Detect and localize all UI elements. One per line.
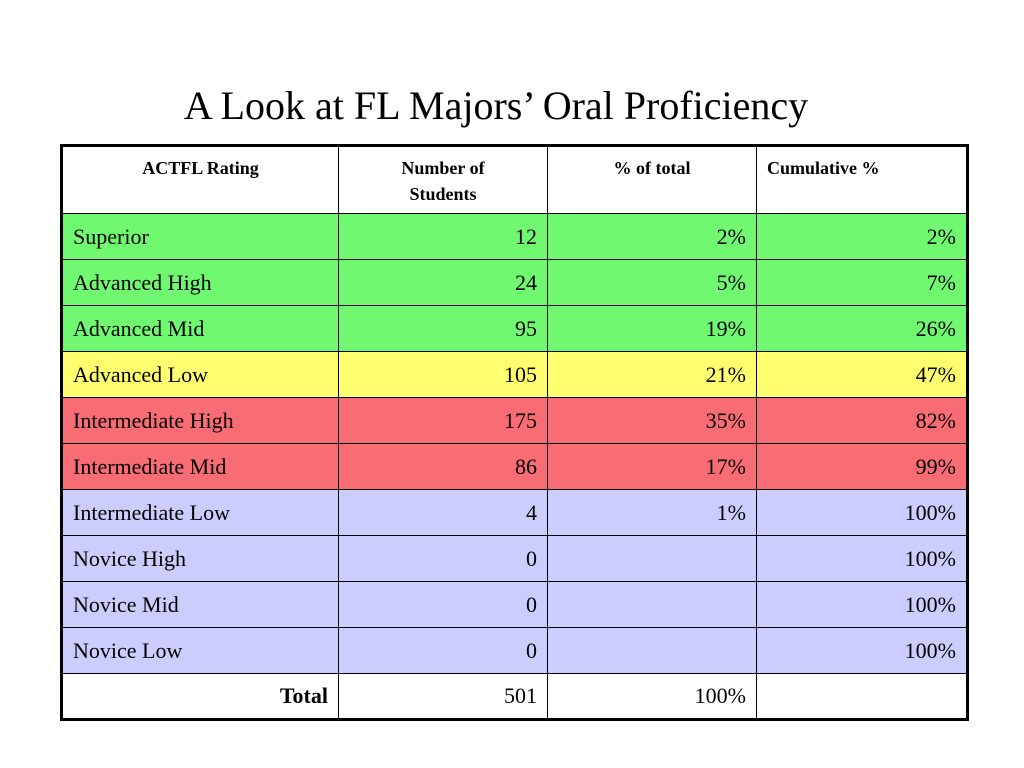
header-students-line1: Number of (401, 158, 485, 178)
cell-rating: Novice Low (61, 627, 339, 674)
cell-students: 12 (338, 213, 548, 260)
header-number-of-students: Number of Students (338, 145, 548, 214)
cell-percent: 19% (547, 305, 757, 352)
cell-cumulative: 99% (756, 443, 968, 490)
cell-rating: Advanced Low (61, 351, 339, 398)
table-row-novice-high: Novice High 0 100% (61, 535, 968, 582)
cell-students: 95 (338, 305, 548, 352)
header-percent-of-total: % of total (547, 145, 757, 214)
cell-cumulative: 47% (756, 351, 968, 398)
cell-students: 4 (338, 489, 548, 536)
table-row-intermediate-high: Intermediate High 175 35% 82% (61, 397, 968, 444)
table-row-intermediate-low: Intermediate Low 4 1% 100% (61, 489, 968, 536)
slide-title: A Look at FL Majors’ Oral Proficiency (183, 83, 809, 128)
cell-cumulative: 100% (756, 581, 968, 628)
cell-rating: Intermediate High (61, 397, 339, 444)
cell-rating: Superior (61, 213, 339, 260)
table-row-intermediate-mid: Intermediate Mid 86 17% 99% (61, 443, 968, 490)
cell-cumulative: 7% (756, 259, 968, 306)
cell-total-cumulative (756, 673, 968, 720)
cell-percent (547, 581, 757, 628)
cell-percent (547, 627, 757, 674)
cell-cumulative: 100% (756, 535, 968, 582)
cell-total-percent: 100% (547, 673, 757, 720)
cell-cumulative: 2% (756, 213, 968, 260)
cell-rating: Intermediate Mid (61, 443, 339, 490)
cell-percent: 35% (547, 397, 757, 444)
cell-students: 175 (338, 397, 548, 444)
cell-percent (547, 535, 757, 582)
cell-rating: Novice High (61, 535, 339, 582)
cell-rating: Novice Mid (61, 581, 339, 628)
cell-cumulative: 26% (756, 305, 968, 352)
table-row-novice-low: Novice Low 0 100% (61, 627, 968, 674)
cell-total-students: 501 (338, 673, 548, 720)
cell-percent: 17% (547, 443, 757, 490)
table-row-advanced-low: Advanced Low 105 21% 47% (61, 351, 968, 398)
header-actfl-rating: ACTFL Rating (61, 145, 339, 214)
header-students-line2: Students (409, 184, 477, 204)
cell-total-label: Total (61, 673, 339, 720)
header-row: ACTFL Rating Number of Students % of tot… (61, 145, 968, 214)
table-row-superior: Superior 12 2% 2% (61, 213, 968, 260)
table-row-advanced-high: Advanced High 24 5% 7% (61, 259, 968, 306)
cell-cumulative: 100% (756, 489, 968, 536)
cell-percent: 2% (547, 213, 757, 260)
cell-rating: Advanced High (61, 259, 339, 306)
table-row-novice-mid: Novice Mid 0 100% (61, 581, 968, 628)
table-row-total: Total 501 100% (61, 673, 968, 720)
header-cumulative-percent: Cumulative % (756, 145, 968, 214)
cell-rating: Intermediate Low (61, 489, 339, 536)
cell-rating: Advanced Mid (61, 305, 339, 352)
cell-students: 0 (338, 535, 548, 582)
cell-students: 24 (338, 259, 548, 306)
cell-students: 0 (338, 627, 548, 674)
cell-cumulative: 100% (756, 627, 968, 674)
cell-students: 0 (338, 581, 548, 628)
cell-percent: 1% (547, 489, 757, 536)
proficiency-table: ACTFL Rating Number of Students % of tot… (60, 144, 969, 721)
cell-cumulative: 82% (756, 397, 968, 444)
cell-students: 105 (338, 351, 548, 398)
cell-percent: 5% (547, 259, 757, 306)
cell-percent: 21% (547, 351, 757, 398)
table-row-advanced-mid: Advanced Mid 95 19% 26% (61, 305, 968, 352)
cell-students: 86 (338, 443, 548, 490)
